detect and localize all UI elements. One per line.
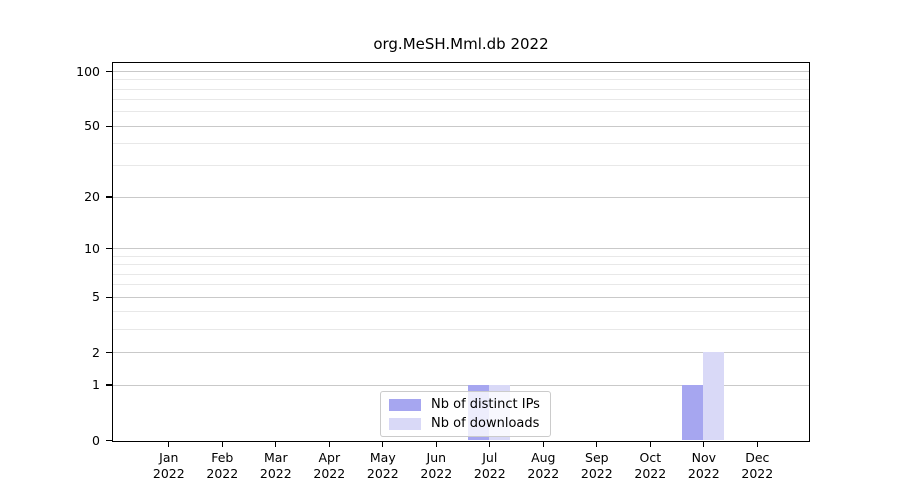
x-tick-year: 2022 [259, 466, 292, 481]
y-tickmark [106, 125, 112, 127]
x-tick-month: Nov [691, 450, 716, 465]
x-tick-year: 2022 [634, 466, 667, 481]
x-tickmark [703, 442, 705, 447]
x-tick-label-feb: Feb 2022 [195, 450, 249, 482]
x-tick-year: 2022 [313, 466, 346, 481]
bar-nov-distinct-ips [682, 384, 704, 440]
y-tick-label: 50 [84, 118, 100, 134]
y-tick-label: 100 [76, 63, 100, 79]
x-tick-label-jul: Jul 2022 [463, 450, 517, 482]
x-tick-year: 2022 [741, 466, 774, 481]
minor-gridline [113, 88, 809, 90]
legend-item-distinct-ips: Nb of distinct IPs [389, 397, 540, 412]
minor-gridline [113, 284, 809, 286]
y-tick-label: 0 [92, 432, 100, 448]
y-tickmark [106, 296, 112, 298]
x-tick-month: Aug [531, 450, 556, 465]
y-tickmark [106, 352, 112, 354]
x-tick-label-aug: Aug 2022 [516, 450, 570, 482]
minor-gridline [113, 99, 809, 101]
plot-area: Nb of distinct IPs Nb of downloads [112, 62, 810, 442]
major-gridline [113, 384, 809, 386]
x-tick-month: Sep [585, 450, 609, 465]
y-tick-label: 20 [84, 189, 100, 205]
minor-gridline [113, 273, 809, 275]
x-tick-label-mar: Mar 2022 [249, 450, 303, 482]
x-tick-label-nov: Nov 2022 [677, 450, 731, 482]
y-tickmark [106, 196, 112, 198]
chart-title: org.MeSH.Mml.db 2022 [373, 35, 549, 53]
x-tick-label-jun: Jun 2022 [409, 450, 463, 482]
y-tick-label: 10 [84, 240, 100, 256]
legend-label-downloads: Nb of downloads [431, 416, 540, 431]
x-tick-year: 2022 [366, 466, 399, 481]
minor-gridline [113, 255, 809, 257]
x-tick-year: 2022 [420, 466, 453, 481]
x-tickmark [596, 442, 598, 447]
x-tickmark [489, 442, 491, 447]
minor-gridline [113, 79, 809, 81]
x-tickmark [382, 442, 384, 447]
x-tickmark [756, 442, 758, 447]
x-tick-label-sep: Sep 2022 [570, 450, 624, 482]
legend-item-downloads: Nb of downloads [389, 416, 540, 431]
legend: Nb of distinct IPs Nb of downloads [380, 391, 551, 437]
minor-gridline [113, 264, 809, 266]
x-tick-year: 2022 [206, 466, 239, 481]
x-tick-year: 2022 [687, 466, 720, 481]
major-gridline [113, 248, 809, 250]
x-tick-month: Dec [745, 450, 770, 465]
major-gridline [113, 196, 809, 198]
x-tick-year: 2022 [152, 466, 185, 481]
x-tick-month: Oct [639, 450, 662, 465]
major-gridline [113, 352, 809, 354]
x-tick-label-jan: Jan 2022 [142, 450, 196, 482]
x-tick-label-may: May 2022 [356, 450, 410, 482]
x-tick-month: May [369, 450, 396, 465]
x-tickmark [435, 442, 437, 447]
minor-gridline [113, 329, 809, 331]
legend-label-distinct-ips: Nb of distinct IPs [431, 397, 540, 412]
x-tickmark [168, 442, 170, 447]
x-tick-month: Jan [159, 450, 179, 465]
x-tick-month: Mar [264, 450, 288, 465]
y-tickmark [106, 70, 112, 73]
x-tick-month: Apr [318, 450, 341, 465]
y-tickmark [106, 248, 112, 250]
y-tick-label: 1 [92, 377, 100, 393]
x-tick-label-oct: Oct 2022 [623, 450, 677, 482]
y-tickmark [106, 439, 112, 442]
x-tick-label-apr: Apr 2022 [302, 450, 356, 482]
x-tick-year: 2022 [580, 466, 613, 481]
minor-gridline [113, 165, 809, 167]
y-tick-label: 5 [92, 289, 100, 305]
x-tick-month: Jun [426, 450, 447, 465]
x-tickmark [221, 442, 223, 447]
x-tick-month: Feb [211, 450, 234, 465]
x-tickmark [542, 442, 544, 447]
legend-swatch-distinct-ips [389, 398, 421, 411]
bar-nov-downloads [703, 352, 725, 440]
y-tickmark [106, 384, 112, 386]
major-gridline [113, 296, 809, 298]
x-tick-year: 2022 [527, 466, 560, 481]
minor-gridline [113, 311, 809, 313]
legend-swatch-downloads [389, 417, 421, 430]
x-tickmark [328, 442, 330, 447]
minor-gridline [113, 143, 809, 145]
x-tickmark [275, 442, 277, 447]
x-tickmark [649, 442, 651, 447]
x-tick-month: Jul [482, 450, 498, 465]
x-tick-label-dec: Dec 2022 [730, 450, 784, 482]
x-tick-year: 2022 [473, 466, 506, 481]
minor-gridline [113, 111, 809, 113]
major-gridline [113, 125, 809, 127]
major-gridline [113, 71, 809, 72]
y-tick-label: 2 [92, 344, 100, 360]
